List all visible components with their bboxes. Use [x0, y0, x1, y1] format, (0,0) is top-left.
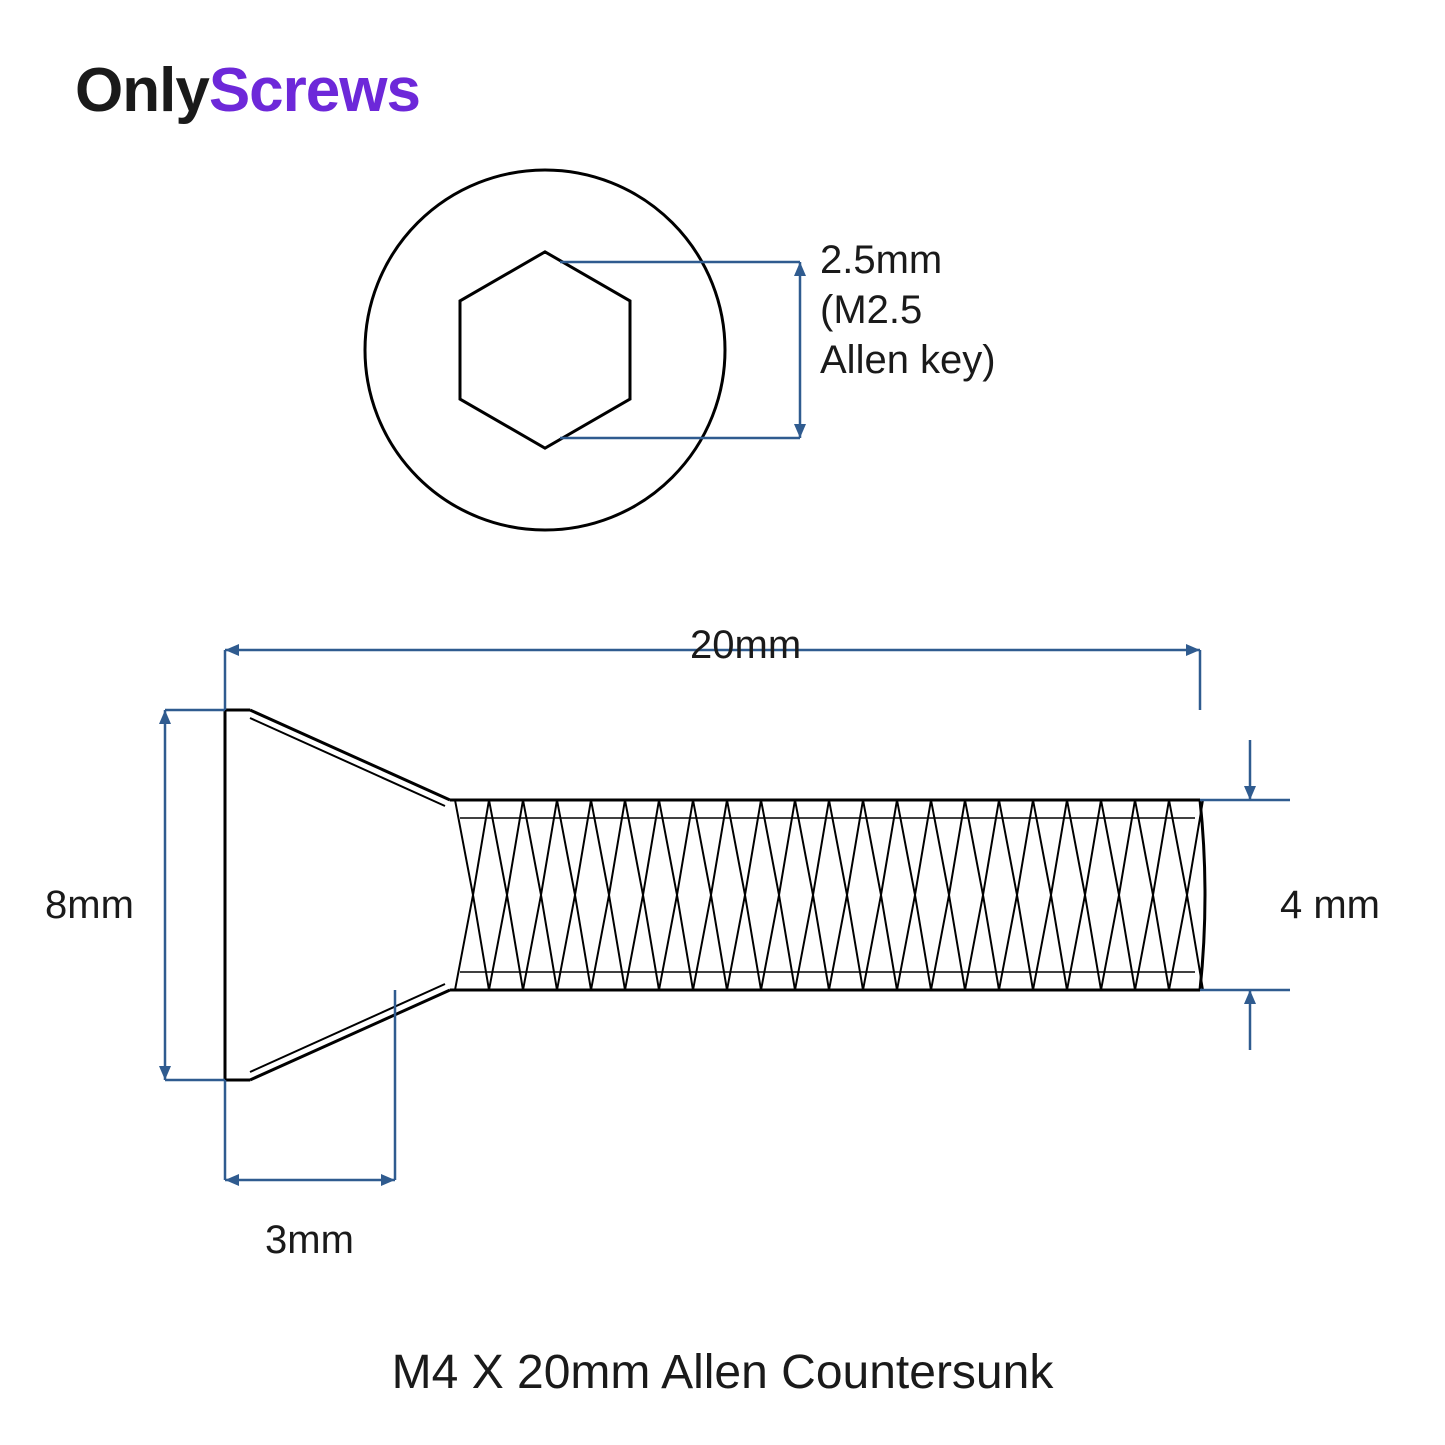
technical-diagram [0, 0, 1445, 1445]
head-depth-dimension-label: 3mm [265, 1215, 354, 1265]
hex-socket-dimension-label: 2.5mm(M2.5Allen key) [820, 235, 996, 385]
product-caption: M4 X 20mm Allen Countersunk [0, 1345, 1445, 1400]
head-diameter-dimension-label: 8mm [45, 880, 134, 930]
thread-diameter-dimension-label: 4 mm [1280, 880, 1380, 930]
length-dimension-label: 20mm [690, 620, 801, 670]
